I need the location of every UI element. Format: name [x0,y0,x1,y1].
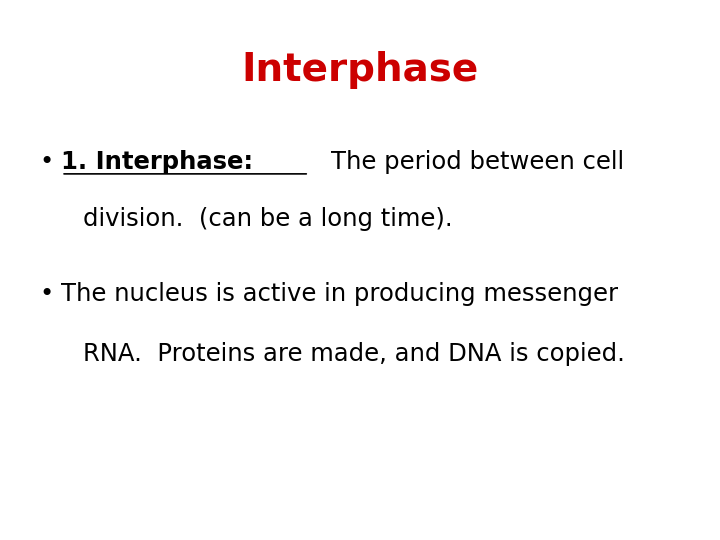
Text: The period between cell: The period between cell [331,150,624,174]
Text: •: • [40,150,54,174]
Text: The nucleus is active in producing messenger: The nucleus is active in producing messe… [61,282,618,306]
Text: Interphase: Interphase [241,51,479,89]
Text: division.  (can be a long time).: division. (can be a long time). [83,207,452,231]
Text: •: • [40,282,54,306]
Text: 1. Interphase:: 1. Interphase: [61,150,253,174]
Text: 1. Interphase:: 1. Interphase: [61,150,270,174]
Text: RNA.  Proteins are made, and DNA is copied.: RNA. Proteins are made, and DNA is copie… [83,342,625,366]
